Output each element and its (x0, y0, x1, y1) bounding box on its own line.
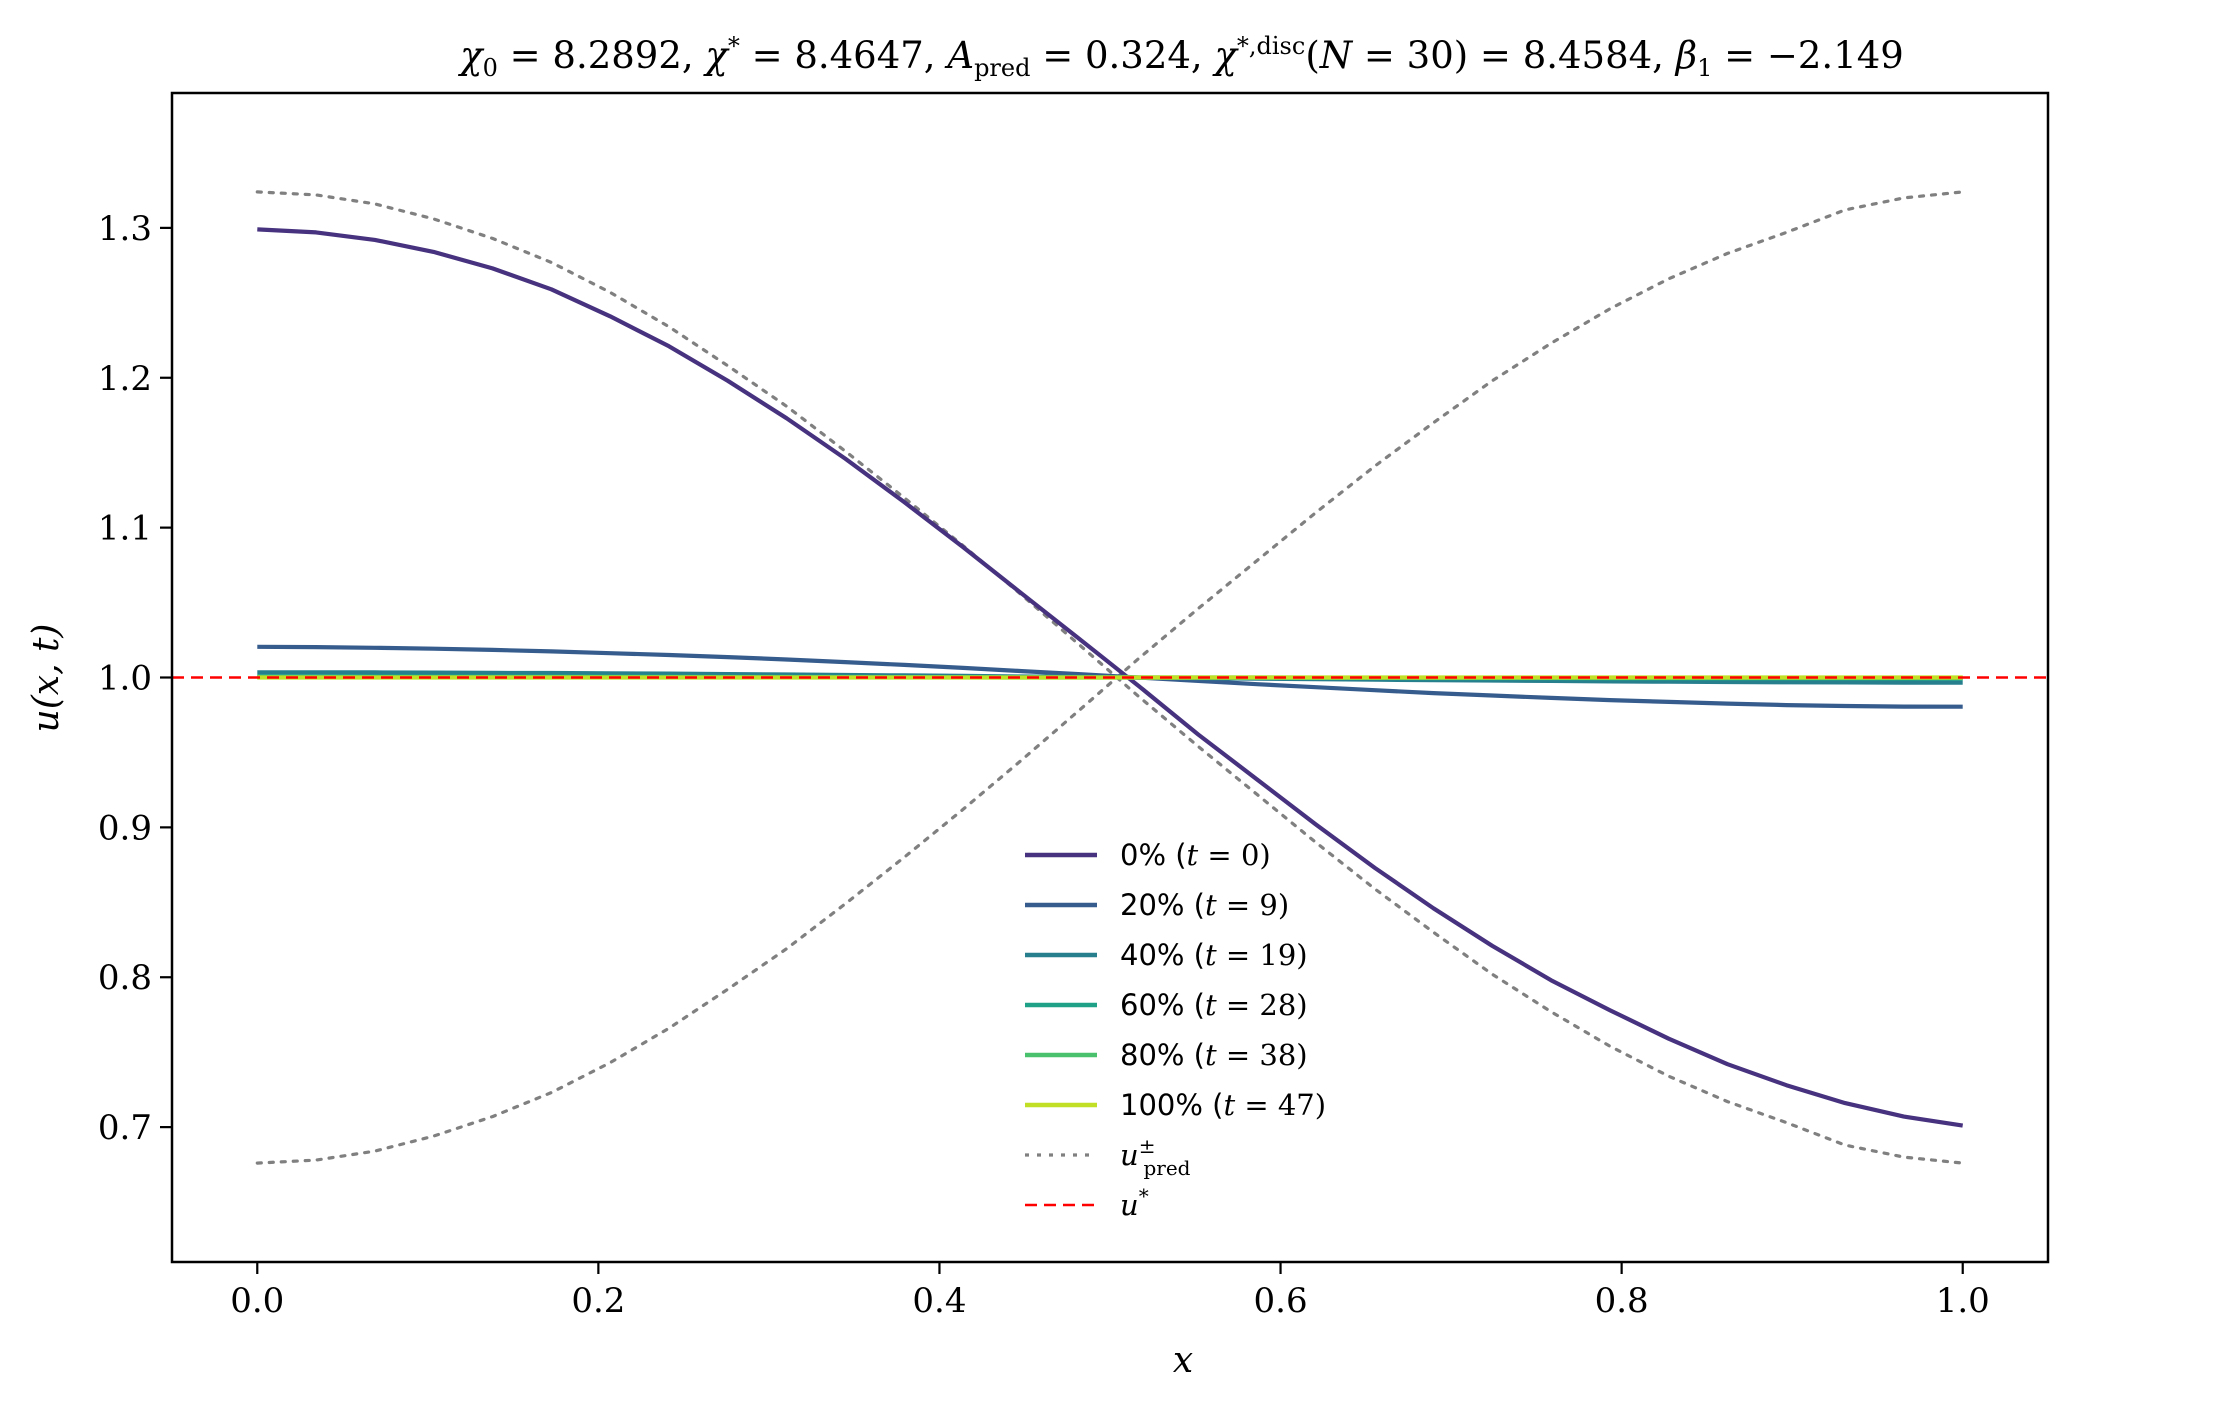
legend-label: u± pred (1120, 1134, 1191, 1180)
legend-label: 80% (t = 38) (1120, 1038, 1308, 1072)
series-line-u-pred (255, 190, 1965, 1165)
x-tick-label: 0.2 (571, 1281, 625, 1321)
x-axis-label: x (1173, 1340, 1193, 1381)
y-tick-label: 1.3 (98, 209, 152, 249)
legend: 0% (t = 0) 20% (t = 9) 40% (t = 19) 60% (t … (1025, 838, 1326, 1222)
series-line-u-pred-lower- (255, 190, 1965, 1165)
x-tick-label: 0.8 (1595, 1281, 1649, 1321)
series-layer (172, 190, 2048, 1165)
x-tick-label: 1.0 (1936, 1281, 1990, 1321)
x-tick-label: 0.4 (912, 1281, 966, 1321)
x-axis: 0.0 0.2 0.4 0.6 0.8 1.0 (230, 1262, 1990, 1321)
legend-label: 100% (t = 47) (1120, 1088, 1326, 1122)
y-tick-label: 1.0 (98, 659, 152, 699)
series-line-0-t-0- (257, 227, 1964, 1128)
y-tick-label: 0.9 (98, 808, 152, 848)
x-tick-label: 0.0 (230, 1281, 284, 1321)
x-tick-label: 0.6 (1254, 1281, 1308, 1321)
y-axis: 0.7 0.8 0.9 1.0 1.1 1.2 1.3 (98, 209, 172, 1148)
y-tick-label: 0.7 (98, 1108, 152, 1148)
legend-label: u* (1120, 1184, 1149, 1222)
legend-label: 20% (t = 9) (1120, 888, 1289, 922)
y-tick-label: 1.1 (98, 509, 152, 549)
legend-label: 0% (t = 0) (1120, 838, 1271, 872)
legend-label: 40% (t = 19) (1120, 938, 1308, 972)
legend-label: 60% (t = 28) (1120, 988, 1308, 1022)
chart-title: χ0 = 8.2892, χ* = 8.4647, Apred = 0.324,… (457, 32, 1904, 82)
y-tick-label: 0.8 (98, 958, 152, 998)
y-tick-label: 1.2 (98, 359, 152, 399)
y-axis-label: u(x, t) (26, 624, 67, 733)
